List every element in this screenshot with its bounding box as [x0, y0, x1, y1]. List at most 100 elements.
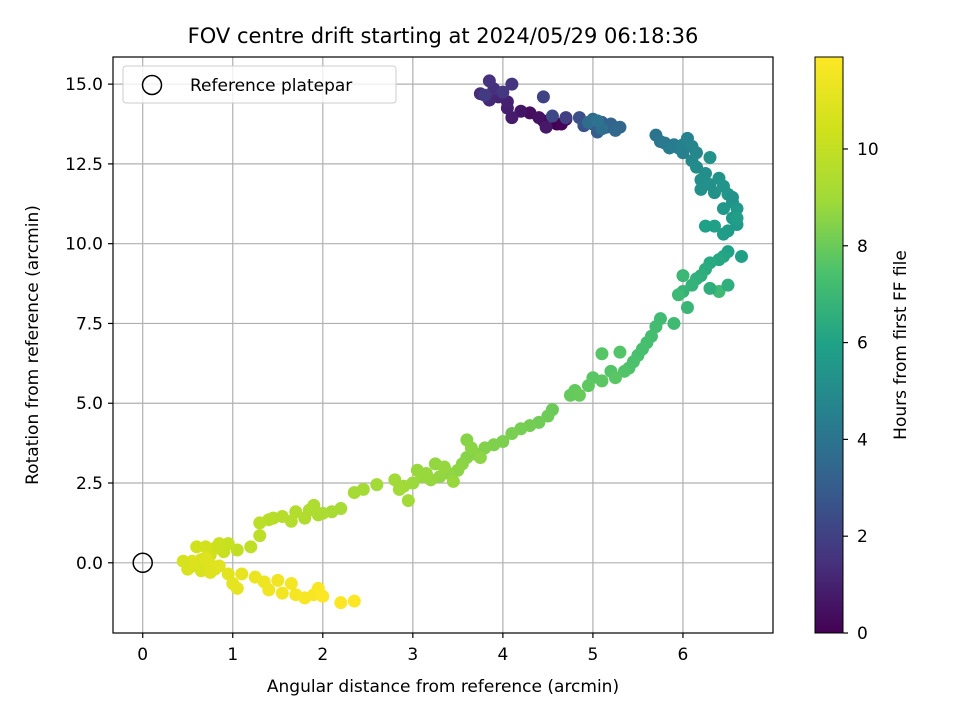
data-point	[446, 474, 460, 488]
data-point	[253, 529, 267, 543]
data-point	[230, 543, 244, 557]
data-point	[721, 278, 735, 292]
data-point	[478, 88, 492, 102]
data-point	[581, 379, 595, 393]
data-point	[203, 565, 217, 579]
data-point	[212, 537, 226, 551]
legend-box	[122, 65, 397, 104]
x-tick-label: 4	[497, 645, 508, 665]
x-tick-label: 2	[317, 645, 328, 665]
data-point	[347, 594, 361, 608]
data-point	[185, 554, 199, 568]
data-point	[190, 540, 204, 554]
colorbar	[814, 56, 844, 634]
data-point	[230, 581, 244, 595]
data-point	[316, 589, 330, 603]
data-point	[707, 186, 721, 200]
data-point	[703, 151, 717, 165]
x-tick-label: 5	[588, 645, 599, 665]
data-points	[176, 74, 748, 610]
y-tick-label: 5.0	[76, 394, 103, 414]
data-point	[676, 269, 690, 283]
data-point	[401, 494, 415, 508]
data-point	[707, 219, 721, 233]
y-axis-label: Rotation from reference (arcmin)	[23, 205, 43, 485]
data-point	[703, 281, 717, 295]
data-point	[298, 511, 312, 525]
data-point	[370, 478, 384, 492]
colorbar-tick-label: 6	[857, 334, 868, 354]
data-point	[419, 466, 433, 480]
data-point	[595, 347, 609, 361]
data-point	[734, 249, 748, 263]
data-point	[388, 473, 402, 487]
legend: Reference platepar	[122, 65, 397, 104]
data-point	[244, 540, 258, 554]
data-point	[725, 190, 739, 204]
y-tick-label: 10.0	[65, 235, 103, 255]
data-point	[253, 516, 267, 530]
colorbar-tick-label: 10	[857, 140, 879, 160]
x-tick-label: 3	[407, 645, 418, 665]
data-point	[176, 554, 190, 568]
data-point	[482, 74, 496, 88]
reference-platepar-marker	[132, 552, 153, 574]
data-point	[473, 450, 487, 464]
data-point	[505, 77, 519, 91]
data-point	[716, 227, 730, 241]
data-point	[334, 596, 348, 610]
data-point	[685, 278, 699, 292]
y-tick-label: 0.0	[76, 554, 103, 574]
data-point	[505, 427, 519, 441]
data-point	[271, 573, 285, 587]
data-point	[671, 288, 685, 302]
y-tick-label: 15.0	[65, 75, 103, 95]
y-tick-label: 12.5	[65, 155, 103, 175]
y-tick-label: 2.5	[76, 474, 103, 494]
data-point	[514, 104, 528, 118]
data-point	[572, 388, 586, 402]
data-point	[608, 371, 622, 385]
data-point	[347, 486, 361, 500]
data-point	[698, 219, 712, 233]
data-point	[199, 540, 213, 554]
x-axis-label: Angular distance from reference (arcmin)	[267, 677, 619, 697]
x-axis-ticks: 0 1 2 3 4 5 6	[137, 633, 688, 665]
data-point	[617, 364, 631, 378]
colorbar-tick-label: 2	[857, 527, 868, 547]
chart-title: FOV centre drift starting at 2024/05/29 …	[188, 24, 699, 48]
data-point	[496, 85, 510, 99]
data-point	[559, 111, 573, 125]
data-point	[284, 577, 298, 591]
data-point	[613, 345, 627, 359]
x-tick-label: 6	[678, 645, 689, 665]
data-point	[262, 583, 276, 597]
x-tick-label: 1	[227, 645, 238, 665]
x-tick-label: 0	[137, 645, 148, 665]
data-point	[608, 123, 622, 137]
colorbar-tick-label: 4	[857, 430, 868, 450]
legend-entry-reference: Reference platepar	[190, 76, 352, 96]
data-point	[235, 567, 249, 581]
reference-marker-group	[132, 552, 153, 574]
legend-reference-marker	[141, 74, 163, 96]
data-point	[563, 388, 577, 402]
data-point	[694, 182, 708, 196]
data-point	[464, 441, 478, 455]
data-point	[541, 409, 555, 423]
data-point	[545, 109, 559, 123]
colorbar-tick-label: 8	[857, 237, 868, 257]
data-point	[680, 301, 694, 315]
data-point	[689, 160, 703, 174]
data-point	[676, 146, 690, 160]
data-point	[667, 316, 681, 330]
colorbar-tick-label: 0	[857, 624, 868, 644]
colorbar-ticks: 0 2 4 6 8 10	[843, 140, 879, 644]
data-point	[662, 141, 676, 155]
colorbar-label: Hours from first FF file	[891, 250, 911, 440]
data-point	[532, 111, 546, 125]
data-point	[536, 90, 550, 104]
y-tick-label: 7.5	[76, 314, 103, 334]
plot-frame	[112, 56, 774, 634]
data-point	[716, 202, 730, 216]
